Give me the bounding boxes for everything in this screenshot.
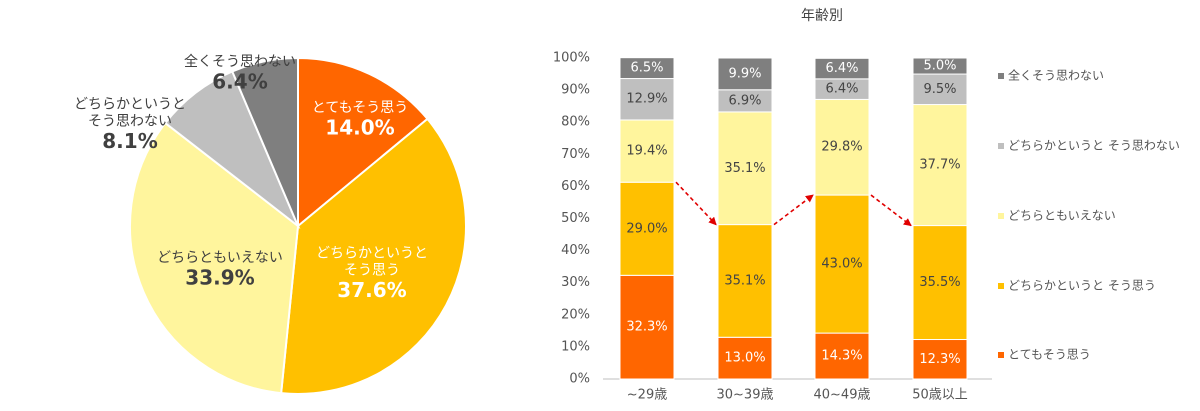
x-tick-label: ~29歳: [627, 388, 667, 403]
bar-segment: [717, 57, 773, 91]
pie-slice-value: 8.1%: [102, 129, 157, 153]
pie-slice-value: 6.4%: [212, 70, 267, 94]
trend-arrow: [870, 194, 912, 227]
y-tick-label: 90%: [561, 83, 590, 98]
bar-data-label: 12.3%: [919, 352, 960, 367]
pie-slice: [280, 117, 467, 395]
bar-data-label: 37.7%: [919, 158, 960, 173]
pie-slice-label: 全くそう思わない: [184, 53, 296, 70]
pie-slice-value: 33.9%: [185, 266, 254, 290]
legend-swatch: [998, 213, 1004, 219]
bar-segment: [912, 225, 968, 341]
y-tick-label: 80%: [561, 115, 590, 130]
legend-entry: とてもそう思う: [1008, 348, 1091, 362]
y-tick-label: 70%: [561, 147, 590, 162]
bar-data-label: 6.5%: [630, 61, 663, 76]
bar-data-label: 12.9%: [626, 92, 667, 107]
bar-segment: [717, 111, 773, 226]
bar-data-label: 9.9%: [728, 66, 761, 81]
bar-data-label: 6.4%: [825, 61, 858, 76]
y-tick-label: 40%: [561, 243, 590, 258]
legend-entry: どちらかというと そう思わない: [1008, 139, 1180, 153]
pie-slice-value: 37.6%: [337, 278, 406, 302]
pie-chart: とてもそう思う14.0%どちらかというとそう思う37.6%どちらともいえない33…: [74, 53, 467, 395]
bar-segment: [912, 57, 968, 75]
legend-swatch: [998, 283, 1004, 289]
bar-segment: [912, 104, 968, 227]
legend-swatch: [998, 73, 1004, 79]
legend-swatch: [998, 143, 1004, 149]
legend-entry: どちらかというと そう思う: [1008, 279, 1156, 293]
bar-data-label: 32.3%: [626, 320, 667, 335]
pie-slice-value: 14.0%: [325, 116, 394, 140]
bar-data-label: 29.8%: [821, 140, 862, 155]
bar-data-label: 35.5%: [919, 275, 960, 290]
bar-data-label: 35.1%: [724, 273, 765, 288]
y-tick-label: 0%: [569, 372, 590, 387]
pie-slice-label: どちらかというと: [316, 246, 428, 262]
bar-data-label: 6.9%: [728, 93, 761, 108]
y-tick-label: 50%: [561, 211, 590, 226]
bar-segment: [814, 332, 870, 380]
bar-segment: [619, 78, 675, 121]
bar-data-label: 35.1%: [724, 161, 765, 176]
bar-segment: [814, 98, 870, 196]
bar-data-label: 29.0%: [626, 221, 667, 236]
y-tick-label: 60%: [561, 179, 590, 194]
bar-segment: [619, 119, 675, 183]
pie-slice-label: とてもそう思う: [312, 100, 409, 116]
stacked-bar-chart: 年齢別 0% 10% 20% 30% 40% 50% 60% 70% 80% 90% 100% 32.3…: [553, 8, 1180, 403]
chart-title: 年齢別: [801, 8, 843, 24]
y-tick-label: 30%: [561, 275, 590, 290]
y-tick-label: 100%: [553, 51, 590, 66]
pie-slice-label: どちらともいえない: [157, 250, 283, 266]
pie-slice-label: どちらかというと: [74, 97, 186, 113]
pie-slice-label: そう思わない: [88, 114, 172, 130]
bar-segment: [814, 194, 870, 334]
x-tick-label: 40~49歳: [814, 388, 871, 403]
bar-data-label: 19.4%: [626, 144, 667, 159]
pie-slice: [297, 56, 429, 229]
pie-slice-label: そう思う: [344, 263, 400, 279]
bar-data-label: 6.4%: [825, 82, 858, 97]
bar-data-label: 14.3%: [821, 349, 862, 364]
bar-segment: [619, 57, 675, 80]
bar-segment: [619, 274, 675, 380]
trend-arrow: [675, 181, 717, 226]
bar-data-label: 9.5%: [923, 82, 956, 97]
bar-data-label: 5.0%: [923, 59, 956, 74]
x-tick-label: 30~39歳: [717, 388, 774, 403]
bar-segment: [814, 57, 870, 80]
pie-slice: [129, 121, 300, 395]
y-tick-label: 20%: [561, 307, 590, 322]
bar-data-label: 43.0%: [821, 257, 862, 272]
x-tick-label: 50歳以上: [912, 388, 968, 403]
bar-segment: [912, 339, 968, 380]
trend-arrow: [773, 194, 814, 226]
legend-entry: どちらともいえない: [1008, 209, 1116, 223]
legend-swatch: [998, 352, 1004, 358]
bar-data-label: 13.0%: [724, 351, 765, 366]
y-tick-label: 10%: [561, 339, 590, 354]
pie-slice: [230, 56, 299, 227]
bar-segment: [619, 181, 675, 276]
legend-entry: 全くそう思わない: [1008, 68, 1104, 83]
